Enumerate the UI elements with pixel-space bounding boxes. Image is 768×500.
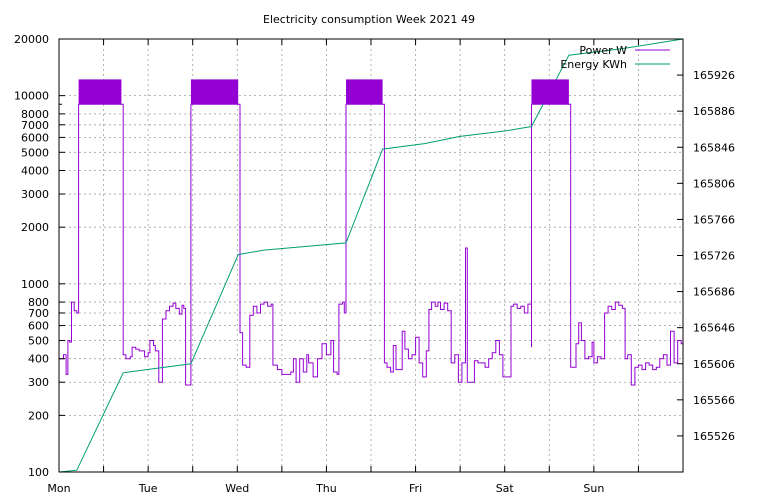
y-tick-label-left: 700 (28, 307, 49, 320)
x-tick-label: Thu (315, 482, 337, 495)
y-tick-label-left: 20000 (14, 33, 49, 46)
ticks: Mon Tue Wed Thu Fri Sat Sun1002003004005006007… (14, 33, 735, 495)
y-tick-label-right: 165886 (693, 105, 735, 118)
y-tick-label-right: 165606 (693, 358, 735, 371)
y-tick-label-right: 165566 (693, 394, 735, 407)
y-tick-label-left: 400 (28, 353, 49, 366)
y-tick-label-right: 165806 (693, 177, 735, 190)
y-tick-label-left: 10000 (14, 90, 49, 103)
legend: Power W Energy KWh (560, 44, 670, 71)
y-tick-label-left: 500 (28, 334, 49, 347)
y-tick-label-right: 165646 (693, 322, 735, 335)
y-tick-label-left: 5000 (21, 146, 49, 159)
y-tick-label-left: 100 (28, 466, 49, 479)
y-tick-label-left: 6000 (21, 131, 49, 144)
power-high-band (190, 79, 239, 105)
power-high-band (531, 79, 569, 105)
y-tick-label-left: 3000 (21, 188, 49, 201)
y-tick-label-right: 165766 (693, 213, 735, 226)
y-tick-label-right: 165926 (693, 69, 735, 82)
y-tick-label-right: 165846 (693, 141, 735, 154)
series-line-energy (58, 38, 684, 473)
x-tick-label: Sun (583, 482, 604, 495)
y-tick-label-left: 2000 (21, 221, 49, 234)
y-tick-label-left: 8000 (21, 108, 49, 121)
x-tick-label: Fri (409, 482, 422, 495)
chart-title: Electricity consumption Week 2021 49 (263, 13, 475, 26)
y-tick-label-left: 4000 (21, 165, 49, 178)
y-tick-label-left: 600 (28, 320, 49, 333)
power-high-band (346, 79, 383, 105)
x-tick-label: Mon (47, 482, 70, 495)
x-tick-label: Sat (496, 482, 515, 495)
legend-label-energy: Energy KWh (560, 58, 627, 71)
series-line-power (59, 103, 683, 386)
power-high-band (78, 79, 122, 105)
y-tick-label-left: 800 (28, 296, 49, 309)
y-tick-label-right: 165726 (693, 250, 735, 263)
y-tick-label-right: 165686 (693, 286, 735, 299)
y-tick-label-left: 300 (28, 376, 49, 389)
x-tick-label: Tue (138, 482, 158, 495)
y-tick-label-left: 1000 (21, 278, 49, 291)
y-tick-label-right: 165526 (693, 430, 735, 443)
series-layer (58, 38, 684, 473)
y-tick-label-left: 200 (28, 409, 49, 422)
legend-label-power: Power W (579, 44, 627, 57)
x-tick-label: Wed (225, 482, 249, 495)
y-tick-label-left: 7000 (21, 119, 49, 132)
